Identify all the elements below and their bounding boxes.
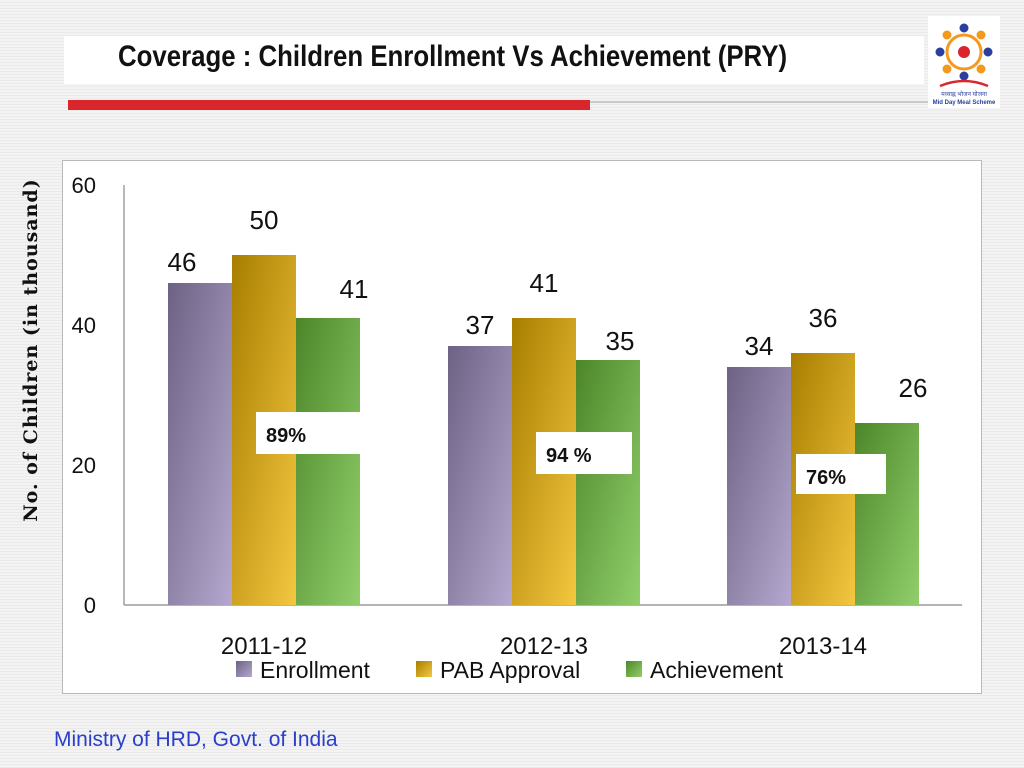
bar-achievement-2012-13 <box>576 360 640 605</box>
bar-achievement-2011-12 <box>296 318 360 605</box>
y-tick-label: 40 <box>72 313 96 338</box>
data-label: 41 <box>530 268 559 298</box>
data-label: 35 <box>606 326 635 356</box>
legend-swatch-achievement <box>626 661 642 677</box>
legend-label: Enrollment <box>260 657 371 683</box>
legend-swatch-pab-approval <box>416 661 432 677</box>
logo-text-english: Mid Day Meal Scheme <box>933 100 996 106</box>
legend-label: PAB Approval <box>440 657 580 683</box>
achievement-percent-label: 94 % <box>546 445 592 467</box>
x-category-label: 2011-12 <box>221 633 307 660</box>
data-label: 36 <box>809 303 838 333</box>
title-background <box>64 36 924 84</box>
x-category-label: 2012-13 <box>500 633 588 660</box>
title-underline-red <box>68 100 590 110</box>
chart-legend: Enrollment PAB Approval Achievement <box>236 657 784 683</box>
y-tick-label: 60 <box>72 173 96 198</box>
achievement-percent-box <box>536 432 632 474</box>
achievement-percent-label: 76% <box>806 467 846 489</box>
logo-text-hindi: मध्याह्न भोजन योजना <box>941 90 987 98</box>
data-label: 46 <box>168 247 197 277</box>
data-label: 37 <box>466 310 495 340</box>
data-label: 34 <box>745 331 774 361</box>
logo-people-ring-icon <box>935 23 993 81</box>
chart-annotations: 89% 94 % 76% <box>256 412 886 494</box>
data-label: 41 <box>340 274 369 304</box>
bar-enrollment-2013-14 <box>727 367 791 605</box>
bar-achievement-2013-14 <box>855 423 919 605</box>
achievement-percent-box <box>256 412 360 454</box>
data-label: 50 <box>250 205 279 235</box>
data-label: 26 <box>899 373 928 403</box>
slide-title: Coverage : Children Enrollment Vs Achiev… <box>118 40 788 73</box>
logo-graphic: मध्याह्न भोजन योजना Mid Day Meal Scheme <box>933 23 996 106</box>
title-underline-gray <box>590 101 930 103</box>
y-tick-label: 20 <box>72 453 96 478</box>
x-category-label: 2013-14 <box>779 633 867 660</box>
achievement-percent-box <box>796 454 886 494</box>
chart-data-labels: 46 50 41 37 41 35 34 36 26 <box>168 205 928 403</box>
footer-text: Ministry of HRD, Govt. of India <box>54 728 338 751</box>
bar-enrollment-2012-13 <box>448 346 512 605</box>
y-tick-label: 0 <box>84 593 96 618</box>
mid-day-meal-logo: मध्याह्न भोजन योजना Mid Day Meal Scheme <box>928 16 1000 108</box>
legend-swatch-enrollment <box>236 661 252 677</box>
legend-label: Achievement <box>650 657 784 683</box>
bar-enrollment-2011-12 <box>168 283 232 605</box>
achievement-percent-label: 89% <box>266 425 306 447</box>
